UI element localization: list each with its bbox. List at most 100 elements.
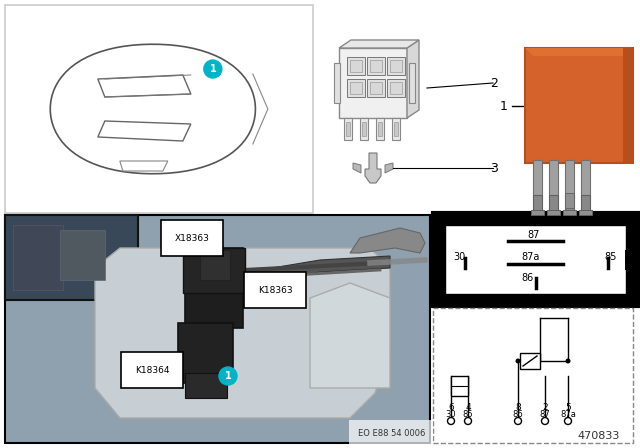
Polygon shape	[407, 40, 419, 118]
Bar	[579, 210, 592, 215]
Bar	[390, 82, 402, 94]
Text: 85: 85	[463, 409, 474, 418]
Bar	[360, 118, 368, 140]
Polygon shape	[310, 283, 390, 388]
Text: 1: 1	[225, 371, 232, 381]
Bar	[549, 160, 558, 198]
Text: 85: 85	[604, 251, 616, 262]
Bar	[60, 230, 105, 280]
Circle shape	[219, 367, 237, 385]
Circle shape	[447, 418, 454, 425]
Circle shape	[515, 358, 520, 363]
Polygon shape	[339, 40, 419, 48]
Bar	[547, 210, 560, 215]
Bar	[565, 193, 574, 208]
Bar	[362, 122, 366, 136]
Bar	[533, 195, 542, 213]
Polygon shape	[95, 248, 390, 418]
Bar	[533, 160, 542, 198]
Bar	[347, 79, 365, 97]
Text: EO E88 54 0006: EO E88 54 0006	[358, 428, 425, 438]
Bar	[5, 5, 313, 213]
Bar	[5, 215, 430, 443]
Bar	[318, 5, 513, 213]
Polygon shape	[623, 48, 633, 163]
Bar	[565, 195, 574, 213]
Bar	[13, 225, 63, 290]
Polygon shape	[242, 256, 390, 286]
Bar	[394, 122, 398, 136]
Bar	[451, 376, 468, 396]
Polygon shape	[353, 163, 361, 173]
Bar	[432, 250, 446, 270]
Bar	[433, 308, 633, 443]
Text: K18363: K18363	[258, 285, 292, 294]
Polygon shape	[385, 163, 393, 173]
Bar	[350, 82, 362, 94]
Bar	[339, 48, 407, 118]
Text: 1: 1	[500, 99, 508, 112]
Bar	[5, 215, 138, 300]
Text: 87: 87	[527, 230, 540, 240]
Circle shape	[515, 418, 522, 425]
Text: 87a: 87a	[560, 409, 576, 418]
Bar	[531, 210, 544, 215]
Circle shape	[541, 418, 548, 425]
Bar	[367, 57, 385, 75]
Bar	[387, 79, 405, 97]
Text: 3: 3	[490, 161, 498, 175]
Bar	[520, 40, 640, 213]
Circle shape	[566, 358, 570, 363]
Circle shape	[564, 418, 572, 425]
Bar	[185, 373, 227, 398]
Polygon shape	[350, 228, 425, 253]
Bar	[433, 213, 638, 306]
Bar	[370, 82, 382, 94]
Bar	[549, 195, 558, 213]
Text: 86: 86	[521, 273, 533, 283]
Bar	[378, 122, 382, 136]
Bar	[334, 63, 340, 103]
Bar	[520, 353, 540, 369]
Bar	[581, 195, 590, 213]
Text: 87: 87	[540, 409, 550, 418]
Bar	[525, 48, 633, 163]
Bar	[185, 248, 243, 328]
Text: 4: 4	[465, 402, 471, 412]
Bar	[409, 63, 415, 103]
Bar	[183, 248, 245, 293]
Bar	[390, 60, 402, 72]
Bar	[581, 160, 590, 198]
Text: 5: 5	[565, 402, 571, 412]
Text: 6: 6	[448, 402, 454, 412]
Bar	[392, 118, 400, 140]
Bar	[625, 250, 639, 270]
Bar	[346, 122, 350, 136]
Text: 1: 1	[209, 64, 216, 74]
Text: 86: 86	[513, 409, 524, 418]
Bar	[445, 225, 626, 294]
Text: X18363: X18363	[175, 233, 209, 242]
Bar	[200, 250, 230, 280]
Bar	[350, 60, 362, 72]
Text: 2: 2	[490, 77, 498, 90]
Bar	[376, 118, 384, 140]
Bar	[563, 210, 576, 215]
Bar	[344, 118, 352, 140]
Bar	[367, 79, 385, 97]
Circle shape	[465, 418, 472, 425]
Text: 8: 8	[515, 402, 521, 412]
Bar	[565, 160, 574, 198]
Bar	[178, 323, 233, 383]
Circle shape	[204, 60, 222, 78]
Bar	[347, 57, 365, 75]
Text: 30: 30	[445, 409, 456, 418]
Polygon shape	[525, 48, 633, 56]
Polygon shape	[365, 153, 381, 183]
Text: 470833: 470833	[578, 431, 620, 441]
Text: 2: 2	[542, 402, 548, 412]
Text: 87a: 87a	[521, 251, 540, 262]
Text: K18364: K18364	[135, 366, 169, 375]
Text: 30: 30	[453, 251, 465, 262]
Bar	[370, 60, 382, 72]
